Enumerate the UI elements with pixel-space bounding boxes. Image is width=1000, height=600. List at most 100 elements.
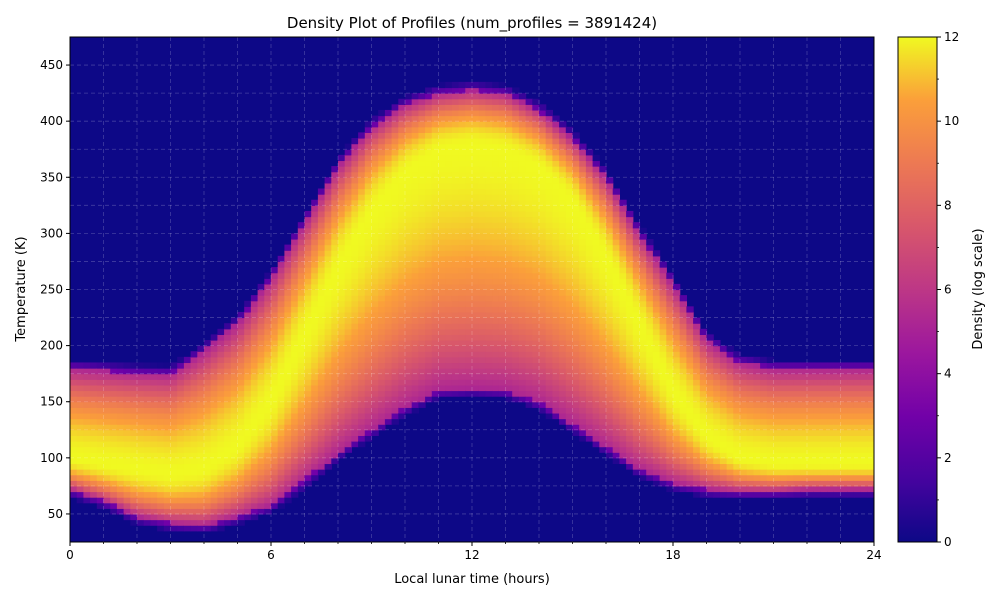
- heatmap-cell: [652, 384, 661, 392]
- heatmap-cell: [123, 497, 131, 504]
- heatmap-cell: [378, 368, 386, 375]
- heatmap-cell: [579, 194, 587, 201]
- heatmap-cell: [612, 227, 620, 234]
- heatmap-cell: [224, 323, 232, 330]
- heatmap-cell: [405, 278, 413, 285]
- heatmap-cell: [478, 138, 486, 145]
- heatmap-cell: [458, 384, 466, 392]
- heatmap-cell: [378, 210, 386, 218]
- heatmap-cell: [317, 345, 326, 352]
- heatmap-cell: [458, 328, 466, 335]
- heatmap-cell: [371, 205, 379, 212]
- heatmap-cell: [391, 227, 399, 234]
- heatmap-cell: [545, 396, 553, 403]
- heatmap-cell: [786, 480, 795, 487]
- heatmap-cell: [693, 379, 701, 386]
- heatmap-cell: [552, 160, 560, 167]
- heatmap-cell: [351, 441, 359, 448]
- heatmap-cell: [820, 491, 828, 498]
- heatmap-cell: [358, 362, 366, 369]
- heatmap-cell: [612, 418, 620, 425]
- heatmap-cell: [726, 356, 734, 364]
- heatmap-cell: [297, 362, 306, 369]
- heatmap-cell: [693, 396, 701, 403]
- heatmap-cell: [157, 418, 165, 425]
- heatmap-cell: [304, 384, 312, 392]
- heatmap-cell: [485, 98, 493, 105]
- heatmap-cell: [766, 457, 775, 465]
- heatmap-cell: [646, 429, 654, 436]
- heatmap-cell: [592, 356, 600, 364]
- heatmap-cell: [76, 412, 84, 420]
- heatmap-cell: [351, 295, 359, 302]
- heatmap-cell: [786, 429, 795, 436]
- heatmap-cell: [478, 340, 486, 347]
- heatmap-cell: [110, 435, 118, 442]
- heatmap-cell: [545, 368, 553, 375]
- heatmap-cell: [425, 379, 433, 386]
- heatmap-cell: [378, 261, 386, 268]
- heatmap-cell: [398, 283, 406, 291]
- heatmap-cell: [163, 435, 172, 442]
- heatmap-cell: [766, 469, 775, 476]
- heatmap-cell: [405, 323, 413, 330]
- heatmap-cell: [157, 373, 165, 380]
- heatmap-cell: [291, 424, 299, 431]
- heatmap-cell: [545, 121, 553, 128]
- heatmap-cell: [498, 205, 507, 212]
- heatmap-cell: [579, 250, 587, 257]
- heatmap-cell: [237, 452, 245, 459]
- heatmap-cell: [585, 429, 594, 436]
- heatmap-cell: [585, 182, 594, 190]
- heatmap-cell: [204, 441, 212, 448]
- heatmap-cell: [431, 373, 440, 380]
- heatmap-cell: [525, 311, 533, 319]
- heatmap-cell: [324, 384, 332, 392]
- heatmap-cell: [652, 278, 661, 285]
- heatmap-cell: [130, 407, 138, 414]
- heatmap-cell: [606, 261, 614, 268]
- heatmap-cell: [532, 272, 540, 279]
- heatmap-cell: [338, 300, 346, 307]
- heatmap-cell: [451, 222, 460, 229]
- heatmap-cell: [405, 126, 413, 133]
- heatmap-cell: [592, 373, 600, 380]
- heatmap-cell: [847, 480, 855, 487]
- heatmap-cell: [204, 396, 212, 403]
- heatmap-cell: [284, 283, 292, 291]
- heatmap-cell: [378, 384, 386, 392]
- heatmap-cell: [572, 412, 580, 420]
- heatmap-cell: [103, 457, 111, 465]
- heatmap-cell: [833, 469, 842, 476]
- heatmap-cell: [713, 384, 721, 392]
- heatmap-cell: [853, 412, 862, 420]
- heatmap-cell: [137, 446, 145, 453]
- heatmap-cell: [317, 306, 326, 313]
- heatmap-cell: [492, 87, 500, 94]
- heatmap-cell: [338, 334, 346, 341]
- heatmap-cell: [505, 390, 513, 397]
- heatmap-cell: [418, 188, 426, 195]
- heatmap-cell: [465, 379, 473, 386]
- heatmap-cell: [418, 98, 426, 105]
- heatmap-cell: [143, 379, 151, 386]
- heatmap-cell: [525, 244, 533, 251]
- heatmap-cell: [137, 362, 145, 369]
- heatmap-cell: [244, 407, 252, 414]
- heatmap-cell: [512, 126, 520, 133]
- heatmap-cell: [317, 441, 326, 448]
- heatmap-cell: [398, 356, 406, 364]
- heatmap-cell: [445, 261, 453, 268]
- heatmap-cell: [559, 154, 567, 162]
- heatmap-cell: [244, 317, 252, 324]
- heatmap-cell: [753, 379, 761, 386]
- heatmap-cell: [177, 424, 185, 431]
- heatmap-cell: [438, 278, 446, 285]
- heatmap-cell: [713, 396, 721, 403]
- heatmap-cell: [230, 323, 239, 330]
- heatmap-cell: [753, 463, 761, 470]
- heatmap-cell: [237, 390, 245, 397]
- heatmap-cell: [673, 317, 681, 324]
- heatmap-cell: [405, 115, 413, 122]
- heatmap-cell: [632, 334, 641, 341]
